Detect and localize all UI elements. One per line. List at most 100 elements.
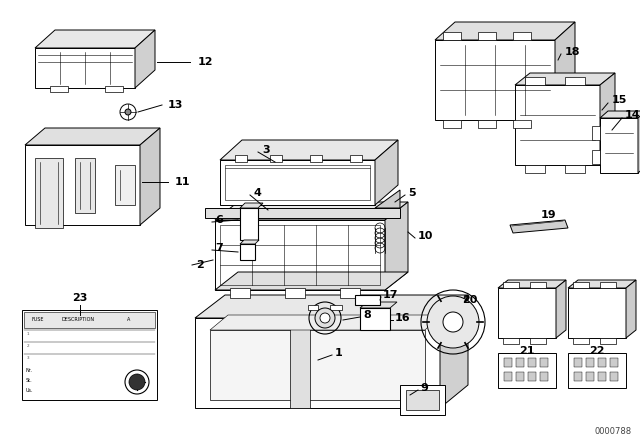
Bar: [586, 358, 594, 367]
Polygon shape: [600, 338, 616, 344]
Polygon shape: [215, 220, 385, 290]
Text: 20: 20: [462, 295, 477, 305]
Text: 13: 13: [168, 100, 184, 110]
Polygon shape: [25, 145, 140, 225]
Text: FUSE: FUSE: [32, 317, 45, 322]
Bar: [540, 372, 548, 381]
Polygon shape: [240, 240, 259, 244]
Text: 11: 11: [175, 177, 191, 187]
Polygon shape: [75, 158, 95, 213]
Polygon shape: [503, 338, 519, 344]
Polygon shape: [355, 295, 380, 305]
Polygon shape: [210, 315, 440, 330]
Text: 23: 23: [72, 293, 88, 303]
Polygon shape: [285, 288, 305, 298]
Polygon shape: [385, 202, 408, 290]
Polygon shape: [235, 155, 247, 162]
Text: 3: 3: [262, 145, 269, 155]
Polygon shape: [195, 318, 440, 408]
Polygon shape: [270, 155, 282, 162]
Polygon shape: [503, 282, 519, 288]
Polygon shape: [498, 288, 556, 338]
Polygon shape: [25, 128, 160, 145]
Text: 2: 2: [27, 344, 29, 348]
Bar: [540, 358, 548, 367]
Polygon shape: [230, 288, 250, 298]
Polygon shape: [600, 111, 640, 118]
Text: 21: 21: [519, 346, 535, 356]
Polygon shape: [435, 22, 575, 40]
Polygon shape: [600, 73, 615, 165]
Circle shape: [320, 313, 330, 323]
Polygon shape: [565, 165, 585, 173]
Polygon shape: [592, 126, 600, 140]
Polygon shape: [513, 120, 531, 128]
Polygon shape: [638, 111, 640, 173]
Bar: [504, 372, 512, 381]
Bar: [610, 372, 618, 381]
Text: 8: 8: [363, 310, 371, 320]
Text: 4: 4: [254, 188, 262, 198]
Polygon shape: [375, 190, 400, 208]
Bar: [586, 372, 594, 381]
Bar: [574, 372, 582, 381]
Polygon shape: [35, 158, 63, 228]
Polygon shape: [240, 208, 258, 240]
Polygon shape: [308, 305, 318, 310]
Polygon shape: [478, 120, 496, 128]
Polygon shape: [568, 353, 626, 388]
Text: 1: 1: [335, 348, 343, 358]
Polygon shape: [573, 338, 589, 344]
Polygon shape: [22, 310, 157, 400]
Polygon shape: [525, 77, 545, 85]
Bar: [528, 372, 536, 381]
Polygon shape: [435, 40, 555, 120]
Polygon shape: [400, 385, 445, 415]
Polygon shape: [105, 86, 123, 92]
Bar: [504, 358, 512, 367]
Polygon shape: [360, 302, 397, 308]
Text: A: A: [127, 317, 131, 322]
Bar: [516, 372, 524, 381]
Polygon shape: [210, 330, 425, 400]
Polygon shape: [350, 155, 362, 162]
Polygon shape: [310, 155, 322, 162]
Text: 15: 15: [612, 95, 627, 105]
Text: 9: 9: [420, 383, 428, 393]
Polygon shape: [555, 22, 575, 120]
Polygon shape: [240, 244, 255, 260]
Polygon shape: [626, 280, 636, 338]
Polygon shape: [135, 30, 155, 88]
Circle shape: [129, 374, 145, 390]
Polygon shape: [50, 86, 68, 92]
Polygon shape: [530, 338, 546, 344]
Polygon shape: [35, 30, 155, 48]
Text: 10: 10: [418, 231, 433, 241]
Text: 7: 7: [215, 243, 223, 253]
Bar: [516, 358, 524, 367]
Circle shape: [315, 308, 335, 328]
Bar: [598, 372, 606, 381]
Bar: [528, 358, 536, 367]
Text: 14: 14: [625, 110, 640, 120]
Polygon shape: [205, 208, 400, 218]
Polygon shape: [24, 312, 155, 328]
Polygon shape: [215, 272, 408, 290]
Text: 18: 18: [565, 47, 580, 57]
Polygon shape: [443, 32, 461, 40]
Polygon shape: [600, 282, 616, 288]
Polygon shape: [568, 288, 626, 338]
Polygon shape: [515, 85, 600, 165]
Polygon shape: [478, 32, 496, 40]
Polygon shape: [195, 295, 468, 318]
Text: 6: 6: [215, 215, 223, 225]
Text: 5: 5: [408, 188, 415, 198]
Polygon shape: [215, 202, 408, 220]
Polygon shape: [240, 203, 263, 208]
Polygon shape: [360, 308, 390, 330]
Polygon shape: [510, 220, 568, 233]
Polygon shape: [515, 73, 615, 85]
Polygon shape: [498, 353, 556, 388]
Text: 0000788: 0000788: [595, 427, 632, 436]
Bar: [574, 358, 582, 367]
